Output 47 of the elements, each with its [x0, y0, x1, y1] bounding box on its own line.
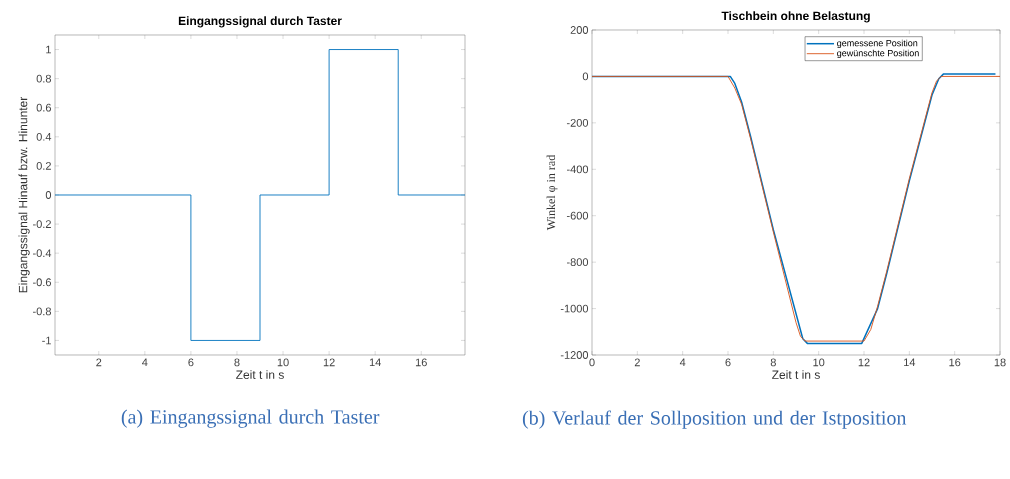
x-tick-label: 2	[634, 358, 640, 367]
y-tick-label: -400	[566, 165, 589, 174]
y-tick-label: -0.8	[33, 307, 51, 316]
x-tick-label: 14	[904, 358, 916, 367]
y-tick-label: -1	[42, 336, 51, 345]
x-tick-label: 2	[96, 358, 102, 367]
x-tick-label: 12	[323, 358, 335, 367]
chart-title: Tischbein ohne Belastung	[721, 11, 870, 23]
x-tick-label: 12	[858, 358, 870, 367]
y-axis-title: Eingangssignal Hinauf bzw. Hinunter	[18, 96, 30, 293]
x-axis-title: Zeit t in s	[772, 370, 820, 379]
y-axis-title: Winkel φ in rad	[546, 154, 558, 231]
y-tick-label: 0.6	[36, 103, 51, 112]
chart-title: Eingangssignal durch Taster	[178, 16, 342, 28]
x-tick-label: 0	[589, 358, 595, 367]
x-tick-label: 4	[142, 358, 148, 367]
x-tick-label: 16	[949, 358, 961, 367]
x-tick-label: 8	[234, 358, 240, 367]
x-tick-label: 16	[415, 358, 427, 367]
x-tick-label: 14	[369, 358, 381, 367]
x-tick-label: 4	[679, 358, 686, 367]
y-tick-label: -0.6	[33, 278, 51, 287]
x-tick-label: 18	[994, 358, 1006, 367]
x-tick-label: 6	[188, 358, 194, 367]
x-tick-label: 10	[813, 358, 825, 367]
y-tick-label: -1200	[560, 351, 589, 359]
y-tick-label: -1000	[560, 304, 589, 313]
y-tick-label: 0	[45, 191, 52, 199]
y-tick-label: 200	[570, 26, 589, 34]
y-tick-label: -0.2	[33, 220, 51, 228]
legend-label: gewünschte Position	[837, 49, 919, 59]
y-tick-label: -0.4	[33, 249, 52, 258]
x-tick-label: 10	[277, 358, 289, 367]
legend-label: gemessene Position	[837, 39, 918, 49]
x-tick-label: 8	[770, 358, 776, 367]
y-tick-label: 0.4	[36, 132, 52, 141]
text: (b) Verlauf der Sollposition und der Istposition	[522, 410, 907, 429]
y-tick-label: -600	[566, 211, 589, 220]
y-tick-label: -200	[566, 118, 589, 127]
x-tick-label: 6	[725, 358, 731, 367]
y-tick-label: 0.8	[36, 74, 51, 83]
x-axis-title: Zeit t in s	[236, 370, 284, 379]
y-tick-label: 1	[46, 45, 51, 54]
text: (a) Eingangssignal durch Taster	[121, 409, 380, 428]
y-tick-label: 0.2	[36, 162, 51, 170]
y-tick-label: -800	[566, 258, 589, 267]
y-tick-label: 0	[582, 72, 589, 81]
